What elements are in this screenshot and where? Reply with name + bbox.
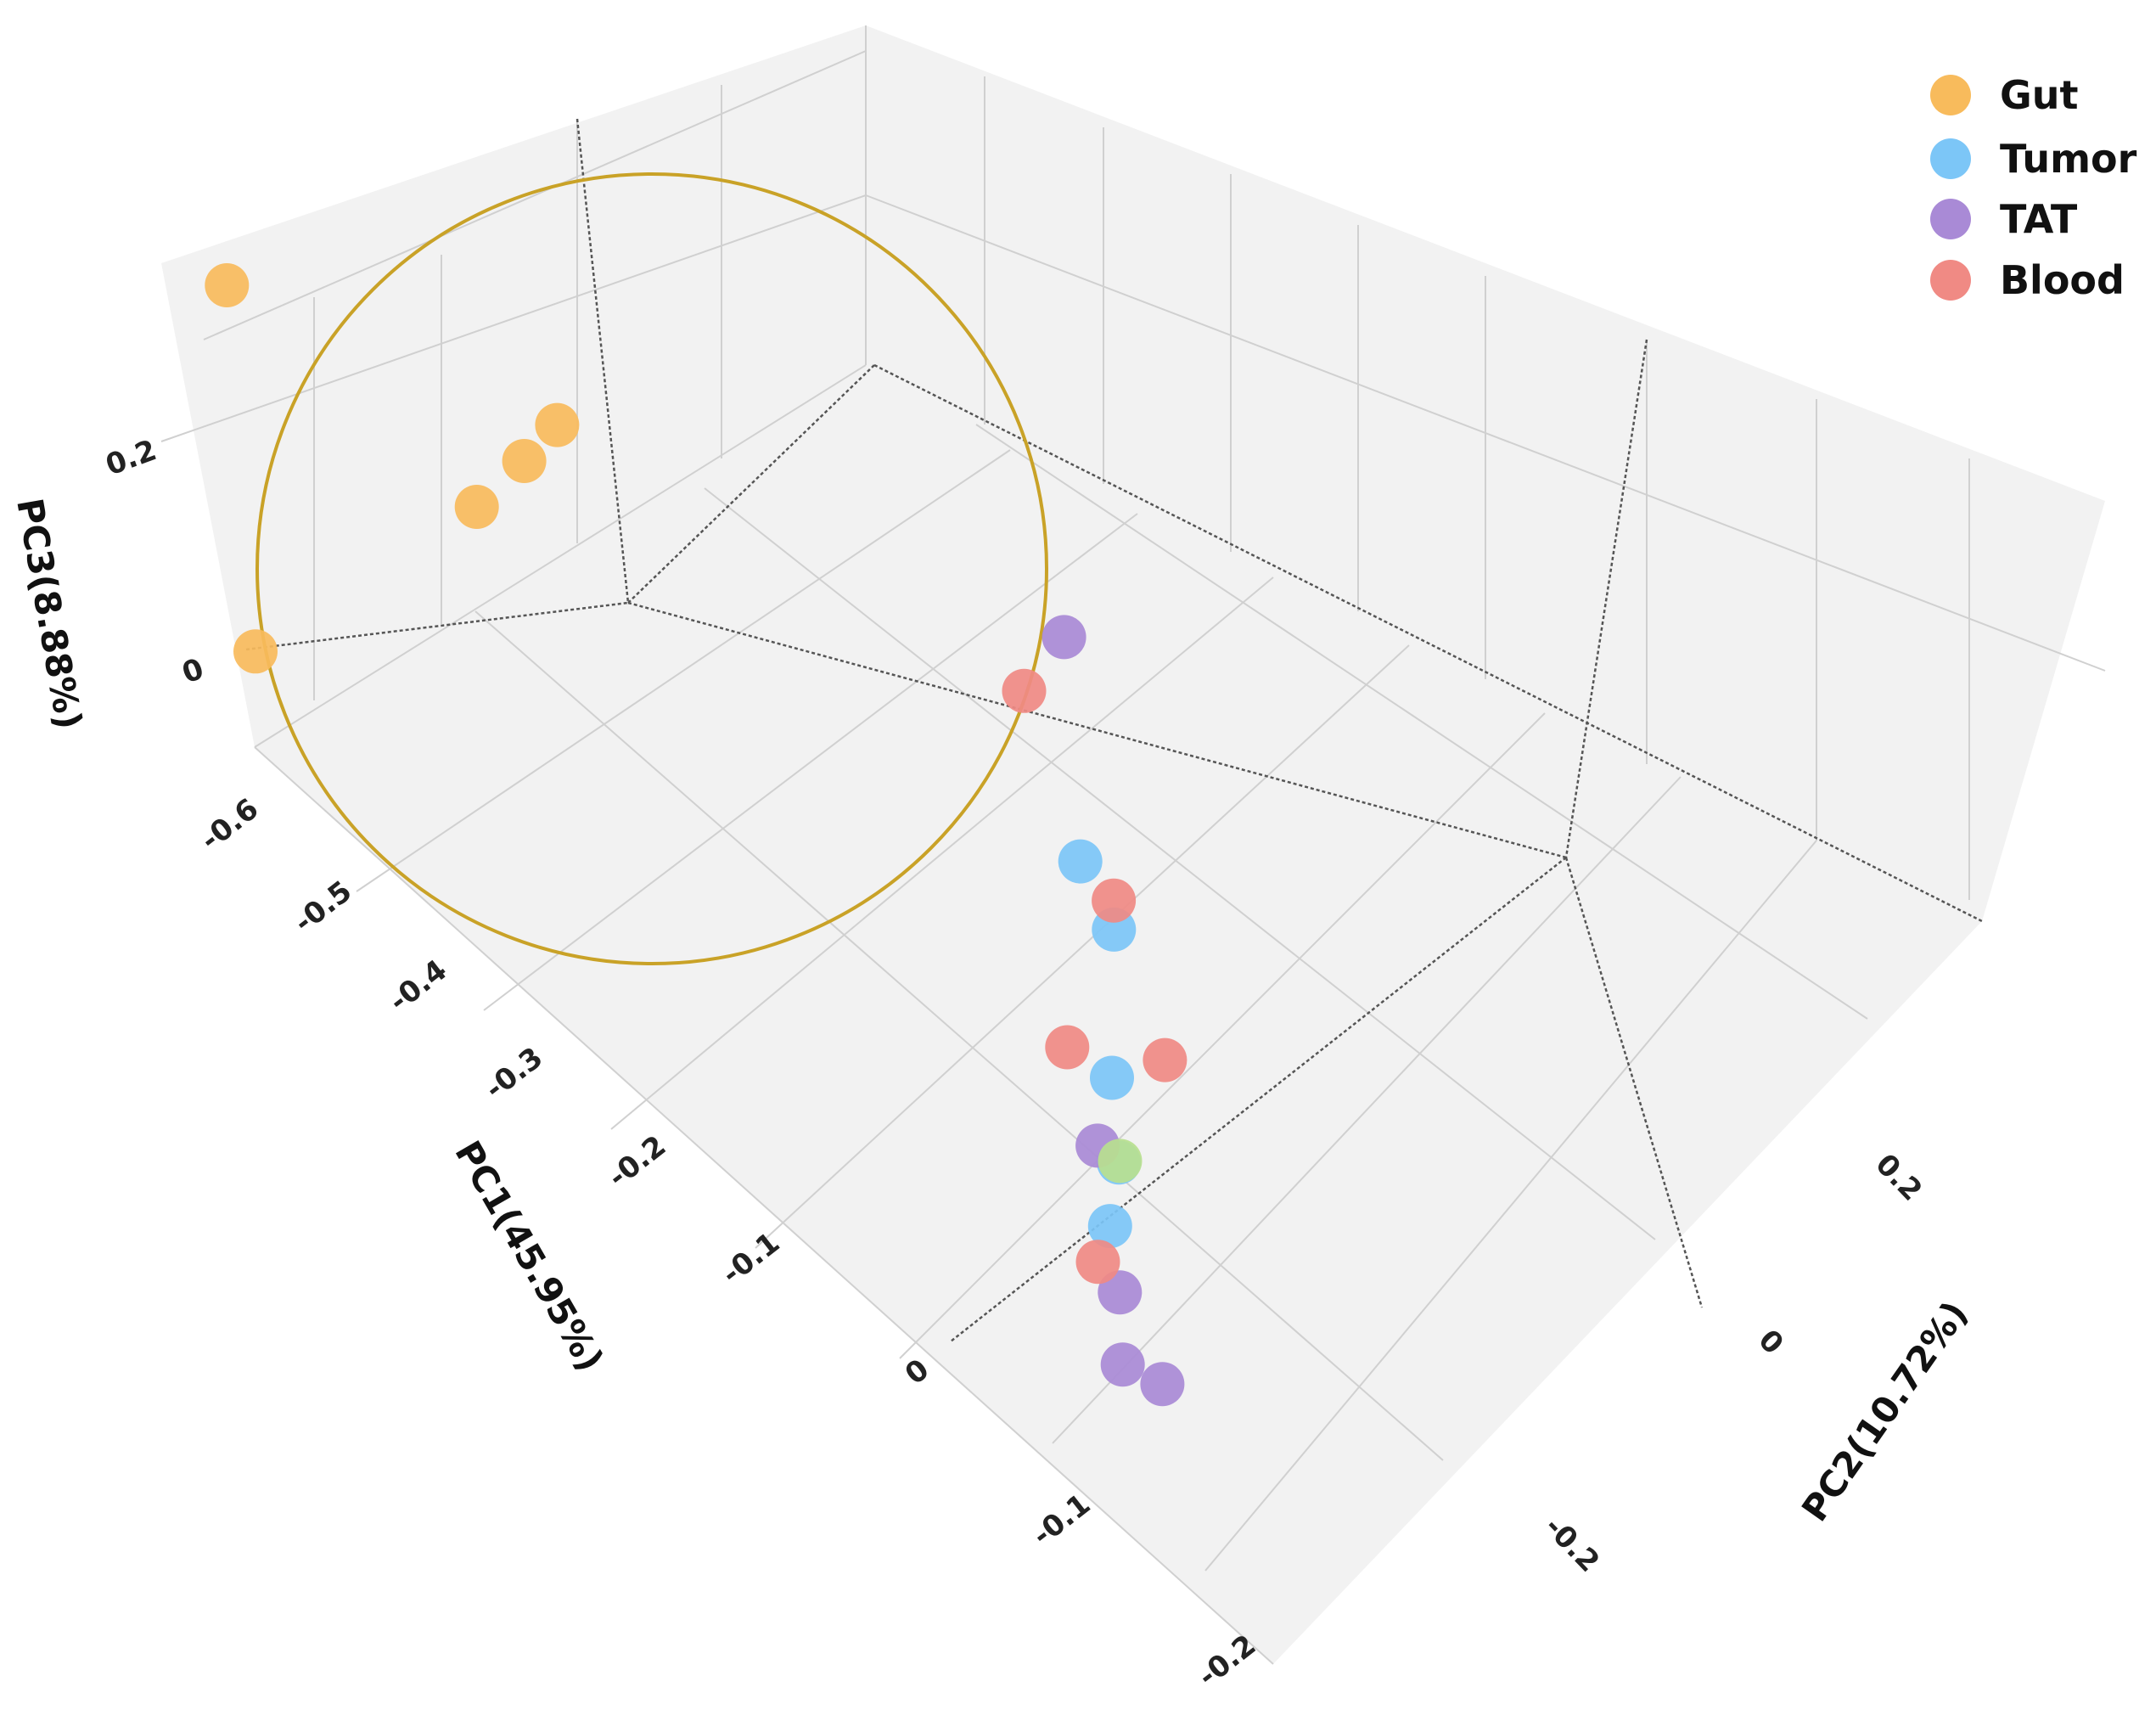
origin-line-floor-2 bbox=[873, 363, 1983, 923]
grid-line bbox=[610, 576, 1274, 1130]
point-blood-4 bbox=[1075, 1240, 1120, 1285]
grid-line bbox=[160, 194, 867, 442]
point-gut-3 bbox=[502, 439, 547, 483]
pc3-tick-0: 0 bbox=[177, 652, 208, 691]
legend-item-tat: TAT bbox=[1930, 196, 2078, 242]
point-tat-3 bbox=[1100, 1342, 1145, 1387]
origin-line-floor-3 bbox=[627, 601, 1567, 859]
point-tat-4 bbox=[1140, 1362, 1185, 1407]
pc1-tick-neg-0-5: -0.5 bbox=[288, 874, 358, 940]
legend-label-blood: Blood bbox=[2000, 257, 2125, 303]
grid-line bbox=[356, 449, 1011, 892]
point-blood-1 bbox=[1092, 878, 1137, 923]
grid-line bbox=[254, 746, 1274, 1665]
gut-cluster-highlight-circle bbox=[255, 172, 1048, 965]
origin-line-left-wall bbox=[245, 601, 629, 651]
point-gut-1 bbox=[233, 629, 278, 674]
grid-line bbox=[203, 50, 867, 340]
point-tat-0 bbox=[1042, 615, 1086, 660]
legend-marker-tat bbox=[1930, 199, 1971, 239]
pc3-tick-labels: 0.2 0 bbox=[101, 433, 208, 690]
point-unlabeled-0 bbox=[1098, 1139, 1143, 1184]
pc2-axis-title: PC2(10.72%) bbox=[1794, 1293, 1976, 1528]
pc2-tick-0: 0 bbox=[1752, 1323, 1790, 1361]
grid-line bbox=[1204, 840, 1817, 1572]
pc3-axis-title: PC3(8.88%) bbox=[8, 495, 90, 732]
pc2-tick-0-2: 0.2 bbox=[1869, 1147, 1929, 1207]
pc1-tick-neg-0-4: -0.4 bbox=[383, 953, 453, 1019]
origin-line-floor-4 bbox=[1564, 857, 1704, 1308]
point-gut-2 bbox=[454, 485, 499, 529]
data-points bbox=[205, 263, 1187, 1407]
back-left-pane bbox=[161, 25, 866, 747]
pc1-tick-neg-0-3: -0.3 bbox=[479, 1041, 549, 1106]
grid-line bbox=[755, 644, 1410, 1249]
grid-line bbox=[899, 712, 1546, 1359]
legend-marker-blood bbox=[1930, 260, 1971, 301]
legend-label-gut: Gut bbox=[2000, 72, 2079, 118]
legend-item-gut: Gut bbox=[1930, 72, 2079, 118]
point-tumor-0 bbox=[1058, 839, 1103, 884]
pc2-tick-neg-0-2: -0.2 bbox=[1538, 1510, 1606, 1578]
pc1-axis-title: PC1(45.95%) bbox=[446, 1134, 612, 1379]
point-tumor-4 bbox=[1087, 1204, 1132, 1249]
point-tat-2 bbox=[1098, 1270, 1143, 1315]
point-gut-4 bbox=[535, 402, 580, 447]
point-blood-0 bbox=[1002, 668, 1047, 713]
pc1-tick-0: 0 bbox=[899, 1352, 935, 1392]
legend-label-tat: TAT bbox=[2000, 196, 2078, 242]
floor-pane bbox=[255, 365, 1982, 1664]
grid-lines bbox=[160, 25, 2106, 1665]
origin-line-pc2-vertical bbox=[1564, 339, 1648, 858]
pc1-tick-neg-0-1: -0.1 bbox=[716, 1226, 786, 1291]
point-blood-3 bbox=[1143, 1037, 1187, 1082]
grid-line bbox=[483, 513, 1138, 1011]
grid-line bbox=[865, 194, 2106, 672]
legend-item-blood: Blood bbox=[1930, 257, 2125, 303]
origin-axis-lines bbox=[245, 118, 1983, 1342]
pc1-tick-neg-0-2: -0.2 bbox=[602, 1129, 672, 1195]
legend: Gut Tumor TAT Blood bbox=[1930, 72, 2137, 303]
origin-line-pc3-vertical-1 bbox=[575, 118, 630, 604]
legend-item-tumor: Tumor bbox=[1930, 136, 2137, 182]
point-tumor-2 bbox=[1090, 1055, 1134, 1100]
point-gut-0 bbox=[205, 263, 250, 307]
grid-line bbox=[704, 487, 1656, 1240]
pc3-tick-0-2: 0.2 bbox=[101, 433, 160, 482]
point-blood-2 bbox=[1045, 1025, 1090, 1070]
legend-marker-tumor bbox=[1930, 138, 1971, 179]
pc1-tick-neg-0-6: -0.6 bbox=[194, 792, 265, 858]
grid-line bbox=[975, 424, 1868, 1020]
grid-line bbox=[474, 610, 1444, 1461]
legend-label-tumor: Tumor bbox=[2000, 136, 2137, 182]
depth-tick-neg-0-1: -0.1 bbox=[1026, 1487, 1097, 1553]
legend-marker-gut bbox=[1930, 75, 1971, 115]
grid-line bbox=[254, 364, 867, 748]
